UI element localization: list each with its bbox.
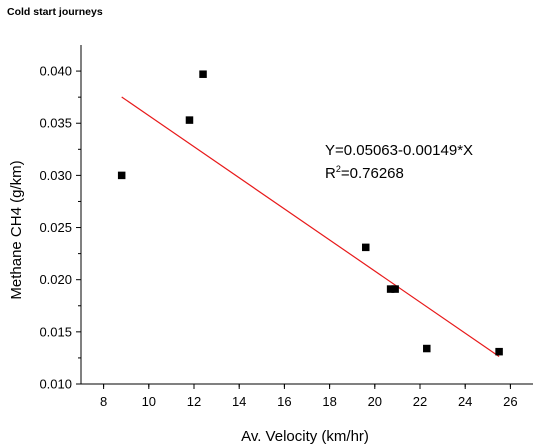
data-point xyxy=(199,70,207,78)
y-tick-label: 0.030 xyxy=(39,168,72,183)
r-squared-exponent: 2 xyxy=(336,164,341,174)
y-tick-label: 0.020 xyxy=(39,272,72,287)
x-tick-label: 26 xyxy=(503,394,517,409)
y-tick-label: 0.015 xyxy=(39,324,72,339)
x-tick-label: 8 xyxy=(100,394,107,409)
x-tick-label: 12 xyxy=(187,394,201,409)
x-tick-label: 22 xyxy=(413,394,427,409)
x-tick-label: 10 xyxy=(142,394,156,409)
x-tick-label: 14 xyxy=(232,394,246,409)
ticks: 8 10 12 14 16 18 20 22 24 26 0.010 0.015 0.020 0.025 0… xyxy=(39,64,517,409)
chart-title: Cold start journeys xyxy=(7,6,103,18)
fit-line-group xyxy=(121,96,500,358)
x-axis-label: Av. Velocity (km/hr) xyxy=(241,428,369,445)
data-point xyxy=(495,347,503,356)
r-squared: R2=0.76268 xyxy=(325,164,404,182)
data-point xyxy=(185,116,194,124)
y-axis-label: Methane CH4 (g/km) xyxy=(8,160,25,299)
data-point xyxy=(391,285,399,293)
y-tick-label: 0.010 xyxy=(39,377,72,392)
r-squared-prefix: R xyxy=(325,165,336,182)
data-point xyxy=(362,243,370,252)
x-tick-label: 16 xyxy=(277,394,291,409)
axes xyxy=(80,45,533,385)
y-tick-label: 0.040 xyxy=(39,64,72,79)
x-tick-label: 20 xyxy=(368,394,382,409)
r-squared-value: =0.76268 xyxy=(341,165,404,182)
y-tick-label: 0.025 xyxy=(39,220,72,235)
data-point xyxy=(423,344,431,353)
data-points xyxy=(117,70,503,356)
x-tick-label: 24 xyxy=(458,394,472,409)
fit-equation: Y=0.05063-0.00149*X xyxy=(325,142,473,159)
y-tick-label: 0.035 xyxy=(39,116,72,131)
x-tick-label: 18 xyxy=(322,394,336,409)
data-point xyxy=(386,285,395,293)
data-point xyxy=(117,171,126,180)
fit-line xyxy=(121,96,500,358)
